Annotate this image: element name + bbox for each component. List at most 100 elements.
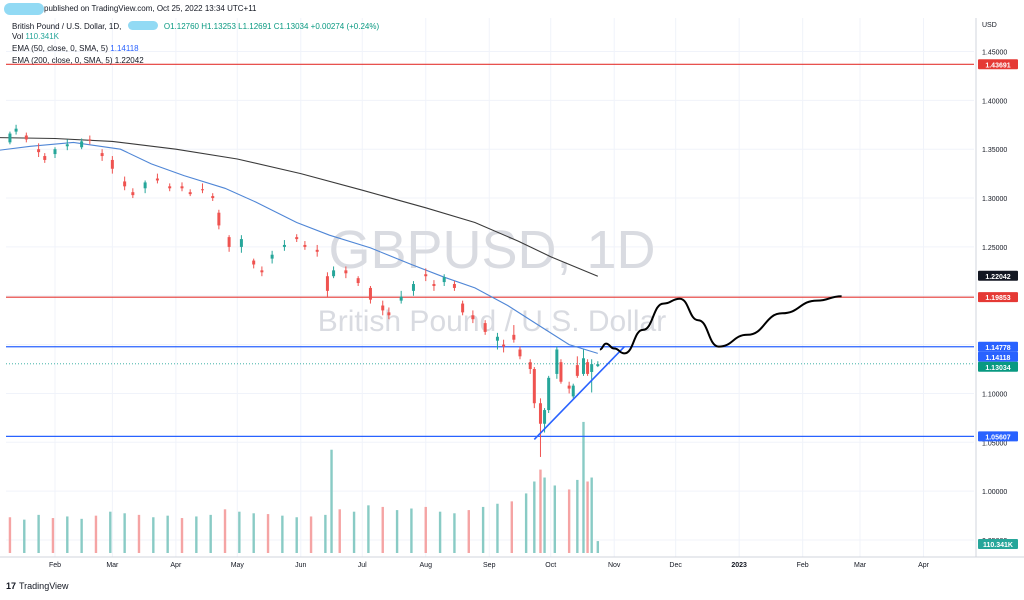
candle-body (368, 287, 372, 300)
legend-ema50-row: EMA (50, close, 0, SMA, 5) 1.14118 (12, 44, 139, 54)
volume-bar (109, 511, 112, 553)
volume-bar (424, 506, 427, 553)
tradingview-logo-text: TradingView (19, 581, 69, 591)
tradingview-logo[interactable]: 17 TradingView (6, 581, 69, 591)
legend-ema200-row: EMA (200, close, 0, SMA, 5) 1.22042 (12, 56, 144, 66)
volume-bar (66, 516, 69, 553)
volume-bar (94, 515, 98, 553)
volume-bar (582, 421, 585, 553)
price-label: 1.19853 (985, 295, 1010, 302)
volume-bar (567, 489, 571, 553)
y-tick-label: 1.40000 (982, 98, 1007, 105)
x-tick-label: Nov (608, 562, 621, 569)
candle-body (143, 182, 147, 189)
x-tick-label: Apr (170, 562, 182, 569)
candle-body (217, 212, 221, 226)
candle-body (442, 277, 446, 283)
candles (8, 124, 600, 457)
candle-body (80, 141, 84, 148)
candle-body (387, 312, 391, 316)
candle-body (315, 249, 319, 252)
volume-bar (367, 505, 370, 553)
volume-bar (80, 518, 83, 553)
x-tick-label: Jun (295, 562, 306, 569)
candle-body (295, 237, 299, 240)
volume-bar (352, 511, 356, 553)
candle-body (260, 270, 264, 273)
x-tick-label: Dec (669, 562, 682, 569)
ema50-path (0, 141, 598, 354)
candle-body (65, 144, 69, 147)
currency-label: USD (982, 22, 997, 29)
volume-bar (467, 510, 470, 553)
x-tick-label: Sep (483, 562, 496, 569)
candle-body (596, 364, 600, 367)
candle-body (528, 362, 532, 370)
candle-body (571, 385, 575, 397)
volume-bar (539, 469, 542, 553)
candle-body (538, 403, 542, 424)
candle-body (461, 303, 465, 313)
candle-body (567, 385, 571, 389)
candle-body (282, 244, 286, 247)
y-tick-label: 1.30000 (982, 196, 1007, 203)
price-label-box (978, 539, 1018, 549)
volume-bar (410, 508, 413, 553)
candle-body (590, 364, 594, 372)
candle-body (8, 133, 12, 143)
watermark-symbol: GBPUSD, 1D (328, 220, 655, 280)
price-labels: 1.43691 1.22042 1.19853 1.14778 1.14118 1.130… (978, 59, 1018, 549)
candle-body (168, 186, 172, 189)
volume-bar (330, 449, 333, 553)
volume-bar (324, 514, 327, 553)
volume-bar (195, 516, 198, 553)
candle-body (325, 276, 329, 291)
candle-body (575, 365, 579, 376)
ema50-label[interactable]: EMA (50, close, 0, SMA, 5) (12, 44, 109, 53)
volume-bar (166, 515, 169, 553)
x-tick-label: Mar (854, 562, 867, 569)
candle-body (270, 254, 274, 259)
horizontal-lines (6, 63, 974, 437)
candle-body (110, 159, 114, 169)
x-tick-label: Oct (545, 562, 556, 569)
price-label-box (978, 351, 1018, 362)
price-label: 110.341K (983, 542, 1013, 549)
x-tick-label: Mar (106, 562, 119, 569)
candle-body (452, 284, 456, 288)
x-tick-label: May (231, 562, 245, 569)
volume-bar (37, 514, 40, 553)
price-label: 1.05607 (985, 434, 1010, 441)
volume-bar (586, 481, 589, 553)
y-tick-label: 1.05000 (982, 440, 1007, 447)
candle-body (543, 410, 547, 424)
tradingview-logo-icon: 17 (6, 581, 17, 591)
price-label-box (978, 431, 1018, 442)
volume-bar (152, 517, 155, 553)
price-label-box (978, 59, 1018, 70)
volume-label[interactable]: Vol (12, 32, 24, 41)
ema200-label[interactable]: EMA (200, close, 0, SMA, 5) (12, 56, 113, 65)
x-tick-label: Feb (797, 562, 809, 569)
candle-body (532, 369, 536, 404)
price-label: 1.14118 (986, 355, 1011, 362)
x-tick-label: Aug (420, 562, 433, 569)
price-label: 1.43691 (985, 62, 1010, 69)
candle-body (483, 323, 487, 332)
candle-body (53, 149, 57, 155)
candle-body (411, 284, 415, 291)
redaction-scribble (4, 3, 44, 15)
price-label: 1.22042 (985, 274, 1010, 281)
candle-body (586, 362, 590, 374)
legend-symbol-row: British Pound / U.S. Dollar, 1D, O1.1276… (12, 20, 379, 32)
symbol-name[interactable]: British Pound / U.S. Dollar, 1D, (12, 22, 122, 31)
candle-body (200, 189, 204, 191)
volume-bar (51, 518, 55, 553)
volume-bar (252, 513, 255, 553)
candle-body (227, 237, 231, 247)
volume-bar (533, 481, 536, 553)
candle-body (252, 260, 256, 265)
candle-body (239, 239, 243, 247)
